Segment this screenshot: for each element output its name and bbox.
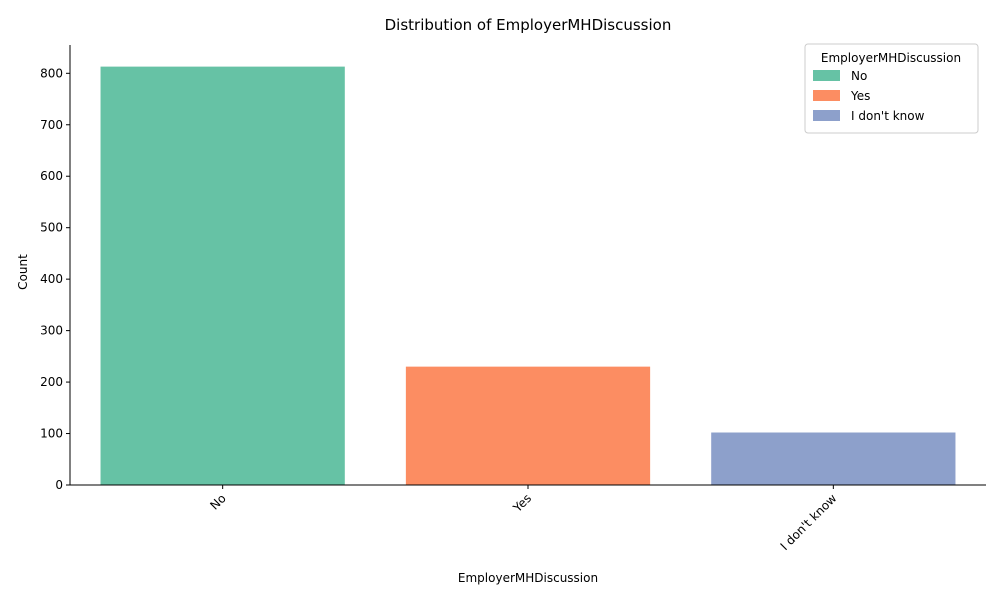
x-tick-label: I don't know — [778, 491, 840, 553]
legend-swatch — [813, 70, 840, 81]
y-tick-label: 700 — [40, 118, 63, 132]
y-tick-label: 400 — [40, 272, 63, 286]
y-tick-label: 300 — [40, 324, 63, 338]
y-tick-label: 0 — [55, 478, 63, 492]
x-axis-label: EmployerMHDiscussion — [458, 571, 598, 585]
x-tick-label: Yes — [510, 491, 534, 515]
legend: EmployerMHDiscussion No Yes I don't know — [804, 43, 979, 134]
legend-label: I don't know — [851, 109, 925, 123]
legend-title: EmployerMHDiscussion — [821, 51, 961, 65]
legend-swatch — [813, 90, 840, 101]
chart-title: Distribution of EmployerMHDiscussion — [385, 16, 672, 34]
x-tick-label: No — [207, 491, 228, 512]
legend-label: No — [851, 69, 867, 83]
y-axis-label: Count — [16, 254, 30, 290]
y-tick-label: 100 — [40, 427, 63, 441]
x-axis-ticks: No Yes I don't know — [207, 485, 840, 553]
y-tick-label: 600 — [40, 169, 63, 183]
legend-frame — [804, 43, 979, 134]
y-tick-label: 800 — [40, 66, 63, 80]
plot-area — [100, 66, 956, 485]
y-axis-ticks: 0 100 200 300 400 500 600 700 800 — [40, 66, 70, 492]
bar-i-don-t-know — [711, 432, 956, 485]
y-tick-label: 200 — [40, 375, 63, 389]
y-tick-label: 500 — [40, 221, 63, 235]
bar-yes — [405, 366, 651, 485]
legend-label: Yes — [850, 89, 870, 103]
legend-swatch — [813, 110, 840, 121]
bar-no — [100, 66, 345, 485]
